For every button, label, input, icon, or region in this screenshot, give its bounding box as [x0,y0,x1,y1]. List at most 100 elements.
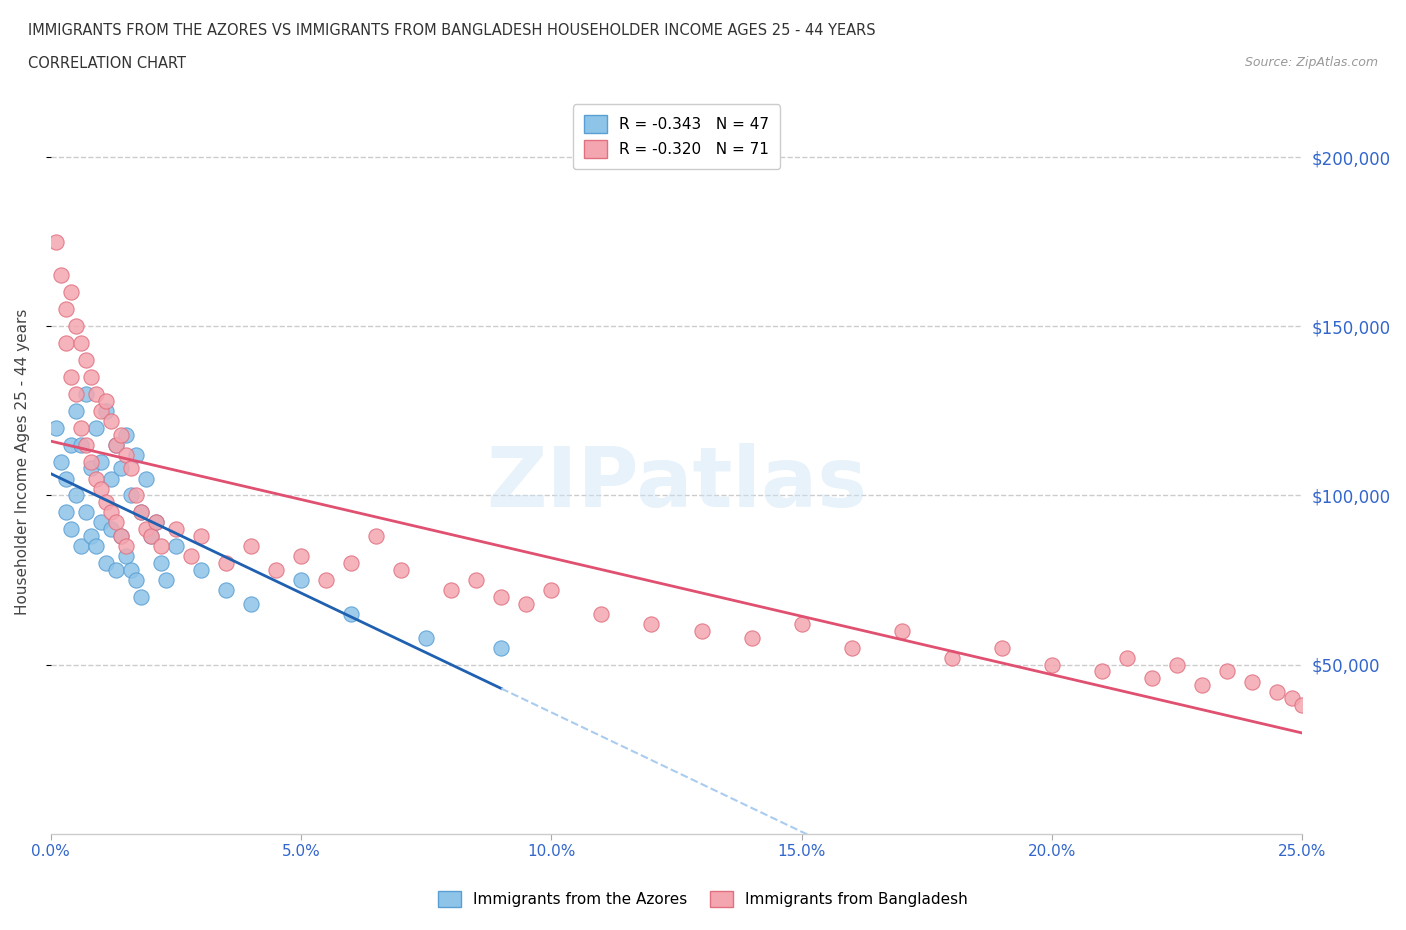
Point [110,461,132,476]
Point [100,414,122,429]
Point [65,319,87,334]
Point [340,555,363,570]
Point [94,555,117,570]
Point [70,538,93,553]
Point [100,472,122,486]
Point [1191,677,1213,692]
Point [1216,664,1239,679]
Point [90,481,112,496]
Point [491,590,513,604]
Point [125,488,148,503]
Point [125,573,148,588]
Point [115,538,138,553]
Point [540,583,562,598]
Point [70,336,93,351]
Point [80,369,103,384]
Point [515,596,537,611]
Point [1166,658,1188,672]
Point [215,583,238,598]
Point [991,640,1014,655]
Point [75,437,97,452]
Point [59,437,82,452]
Point [110,528,132,543]
Point [240,538,263,553]
Text: CORRELATION CHART: CORRELATION CHART [28,56,186,71]
Y-axis label: Householder Income Ages 25 - 44 years: Householder Income Ages 25 - 44 years [15,309,30,615]
Point [139,528,162,543]
Point [129,505,152,520]
Point [104,437,127,452]
Point [59,522,82,537]
Point [115,427,138,442]
Point [55,336,77,351]
Point [135,472,157,486]
Point [890,623,912,638]
Point [120,488,142,503]
Point [59,369,82,384]
Point [45,420,67,435]
Point [340,606,363,621]
Point [315,573,337,588]
Point [100,505,122,520]
Point [55,302,77,317]
Point [115,549,138,564]
Point [75,352,97,367]
Point [90,404,112,418]
Point [790,617,813,631]
Point [1040,658,1063,672]
Point [841,640,863,655]
Point [1281,691,1303,706]
Point [70,437,93,452]
Point [94,495,117,510]
Point [1265,684,1288,699]
Point [1140,671,1163,685]
Point [90,515,112,530]
Point [84,387,107,402]
Point [1116,650,1139,665]
Point [84,420,107,435]
Point [145,515,167,530]
Point [55,505,77,520]
Point [75,505,97,520]
Point [110,528,132,543]
Point [59,285,82,299]
Point [640,617,662,631]
Point [149,555,172,570]
Point [465,573,488,588]
Point [65,404,87,418]
Point [49,454,72,469]
Point [215,555,238,570]
Point [190,563,212,578]
Legend: R = -0.343   N = 47, R = -0.320   N = 71: R = -0.343 N = 47, R = -0.320 N = 71 [574,104,780,169]
Point [741,631,763,645]
Point [104,437,127,452]
Point [80,528,103,543]
Point [290,573,312,588]
Point [1291,698,1313,712]
Point [145,515,167,530]
Point [65,488,87,503]
Point [389,563,412,578]
Point [70,420,93,435]
Point [80,454,103,469]
Text: Source: ZipAtlas.com: Source: ZipAtlas.com [1244,56,1378,69]
Point [1241,674,1264,689]
Point [165,538,187,553]
Text: ZIPatlas: ZIPatlas [486,444,868,525]
Point [100,522,122,537]
Point [94,404,117,418]
Point [80,461,103,476]
Point [290,549,312,564]
Point [65,387,87,402]
Text: IMMIGRANTS FROM THE AZORES VS IMMIGRANTS FROM BANGLADESH HOUSEHOLDER INCOME AGES: IMMIGRANTS FROM THE AZORES VS IMMIGRANTS… [28,23,876,38]
Point [135,522,157,537]
Point [49,268,72,283]
Point [115,447,138,462]
Point [264,563,287,578]
Point [45,234,67,249]
Point [240,596,263,611]
Point [491,640,513,655]
Point [591,606,613,621]
Point [120,461,142,476]
Point [104,515,127,530]
